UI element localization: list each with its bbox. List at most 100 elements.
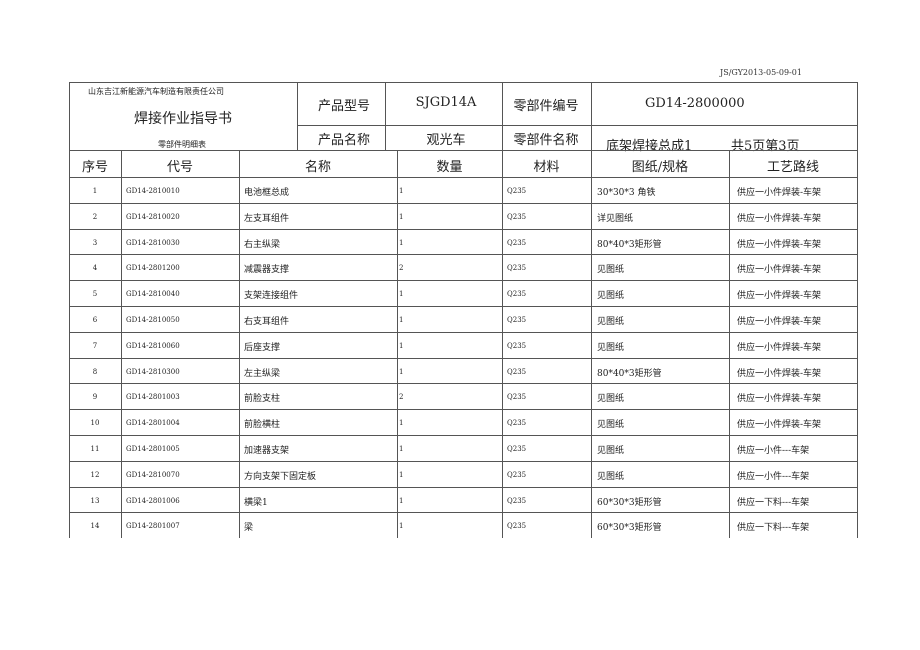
table-border	[69, 150, 70, 538]
column-header: 序号	[81, 160, 109, 175]
part-name: 后座支撑	[244, 343, 281, 353]
process-route: 供应一小件焊装-车架	[737, 394, 822, 404]
quantity: 1	[399, 316, 404, 324]
quantity: 1	[399, 290, 404, 298]
table-border	[69, 82, 857, 83]
part-code: GD14-2810040	[126, 290, 180, 298]
material: Q235	[507, 342, 527, 350]
part-code: GD14-2810030	[126, 239, 180, 247]
material: Q235	[507, 445, 527, 453]
part-name: 横梁1	[244, 498, 268, 508]
table-border	[69, 332, 857, 333]
company-name: 山东吉江新能源汽车制造有限责任公司	[88, 87, 224, 96]
table-border	[69, 306, 857, 307]
part-code: GD14-2810010	[126, 187, 180, 195]
table-border	[69, 177, 857, 178]
part-code: GD14-2801200	[126, 264, 180, 272]
part-name: 左支耳组件	[244, 214, 290, 224]
process-route: 供应一小件焊装-车架	[737, 265, 822, 275]
table-border	[69, 512, 857, 513]
material: Q235	[507, 419, 527, 427]
part-code: GD14-2801007	[126, 522, 180, 530]
part-code: GD14-2801005	[126, 445, 180, 453]
material: Q235	[507, 290, 527, 298]
quantity: 1	[399, 445, 404, 453]
table-border	[69, 280, 857, 281]
process-route: 供应一小件焊装-车架	[737, 317, 822, 327]
table-border	[69, 383, 857, 384]
row-number: 11	[90, 445, 100, 453]
quantity: 1	[399, 187, 404, 195]
material: Q235	[507, 316, 527, 324]
drawing-spec: 见图纸	[597, 394, 625, 404]
document-subtitle: 零部件明细表	[158, 140, 206, 149]
part-number-label: 零部件编号	[513, 99, 579, 114]
part-code: GD14-2810060	[126, 342, 180, 350]
drawing-spec: 见图纸	[597, 420, 625, 430]
part-name: 左主纵梁	[244, 369, 281, 379]
quantity: 1	[399, 342, 404, 350]
row-number: 7	[92, 342, 98, 350]
table-border	[502, 150, 503, 538]
table-border	[239, 150, 240, 538]
row-number: 10	[90, 419, 100, 427]
table-border	[69, 254, 857, 255]
table-border	[857, 150, 858, 538]
process-route: 供应一小件---车架	[737, 472, 810, 482]
table-border	[69, 409, 857, 410]
drawing-spec: 30*30*3 角铁	[597, 188, 656, 198]
quantity: 1	[399, 213, 404, 221]
drawing-spec: 60*30*3矩形管	[597, 498, 662, 508]
material: Q235	[507, 522, 527, 530]
part-name: 右支耳组件	[244, 317, 290, 327]
table-border	[69, 150, 857, 151]
table-border	[397, 150, 398, 538]
table-border	[69, 435, 857, 436]
drawing-spec: 见图纸	[597, 472, 625, 482]
process-route: 供应一小件焊装-车架	[737, 240, 822, 250]
column-header: 工艺路线	[766, 160, 820, 175]
table-border	[591, 150, 592, 538]
part-name: 方向支架下固定板	[244, 472, 317, 482]
material: Q235	[507, 239, 527, 247]
process-route: 供应一小件焊装-车架	[737, 188, 822, 198]
row-number: 14	[90, 522, 100, 530]
process-route: 供应一小件---车架	[737, 446, 810, 456]
table-border	[69, 461, 857, 462]
part-number-value: GD14-2800000	[645, 96, 745, 111]
row-number: 2	[92, 213, 98, 221]
drawing-spec: 见图纸	[597, 343, 625, 353]
material: Q235	[507, 393, 527, 401]
part-code: GD14-2810020	[126, 213, 180, 221]
table-border	[69, 82, 70, 150]
table-border	[69, 229, 857, 230]
row-number: 5	[92, 290, 98, 298]
table-border	[502, 82, 503, 150]
process-route: 供应一小件焊装-车架	[737, 369, 822, 379]
product-model-label: 产品型号	[317, 99, 371, 114]
product-model-value: SJGD14A	[415, 95, 477, 110]
part-code: GD14-2801006	[126, 497, 180, 505]
row-number: 9	[92, 393, 98, 401]
process-route: 供应一下料---车架	[737, 523, 810, 533]
quantity: 1	[399, 497, 404, 505]
drawing-spec: 详见图纸	[597, 214, 634, 224]
part-name: 右主纵梁	[244, 240, 281, 250]
row-number: 13	[90, 497, 100, 505]
material: Q235	[507, 497, 527, 505]
table-border	[591, 82, 592, 150]
row-number: 6	[92, 316, 98, 324]
table-border	[729, 150, 730, 538]
document-number: JS/GY2013-05-09-01	[720, 68, 802, 77]
drawing-spec: 80*40*3矩形管	[597, 369, 662, 379]
process-route: 供应一小件焊装-车架	[737, 291, 822, 301]
product-name-label: 产品名称	[317, 133, 371, 148]
drawing-spec: 80*40*3矩形管	[597, 240, 662, 250]
column-header: 图纸/规格	[631, 160, 689, 175]
column-header: 材料	[533, 160, 560, 175]
row-number: 1	[92, 187, 98, 195]
part-code: GD14-2810300	[126, 368, 180, 376]
process-route: 供应一下料---车架	[737, 498, 810, 508]
product-name-value: 观光车	[426, 133, 466, 148]
part-name: 梁	[244, 523, 254, 533]
